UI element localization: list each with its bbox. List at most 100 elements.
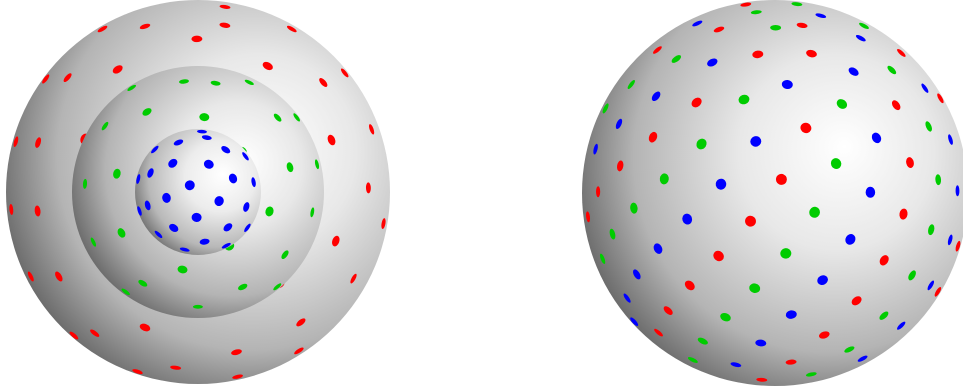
dot [142,108,152,116]
dot [627,79,635,90]
dot [201,135,212,140]
dot [168,158,178,168]
dot [615,118,623,130]
dot [137,206,142,216]
dot [616,160,624,172]
dot [42,74,50,84]
dot [692,20,703,27]
dot [170,365,182,370]
dot [310,207,315,218]
dot [244,79,254,86]
dot [836,99,848,109]
dot [947,234,953,246]
dot [908,270,916,281]
dot [197,129,207,134]
dot [775,173,787,185]
dot [633,269,641,280]
dot [697,337,708,345]
dot [34,205,41,217]
dot [750,10,762,15]
dot [796,22,808,29]
dot [177,265,188,274]
dot [97,25,108,33]
middle-shell-dots [82,79,320,309]
dot [314,159,320,170]
dot [845,234,856,245]
inner-shell-sphere [135,129,261,255]
dot [368,124,375,135]
dot [948,134,953,145]
dot [13,136,19,148]
dot [381,218,386,230]
dot [654,328,663,337]
dot [599,253,606,264]
dot [350,273,357,284]
dot [809,206,820,218]
mixed-sphere-dots [585,2,961,382]
dot [221,242,231,249]
dot [228,173,238,184]
dot [199,238,210,245]
dot [806,49,817,58]
dot [113,168,121,179]
dot [921,83,929,93]
dot [887,65,897,75]
dot [897,48,906,57]
dot [294,347,304,355]
dot [55,271,63,282]
dot [596,186,601,198]
dot [231,349,242,356]
dot [817,275,828,285]
dot [199,113,210,122]
dot [935,174,942,186]
dot [319,78,328,87]
dot [879,311,889,320]
dot [785,310,797,319]
dot [879,255,889,266]
dot [659,173,669,185]
dot [756,377,768,382]
dot [191,212,202,222]
dot [293,113,301,122]
dot [857,355,868,362]
dot [243,202,250,212]
dot [653,243,663,254]
dot [770,24,782,31]
dot [192,304,203,309]
dot [745,215,756,227]
dot [780,248,792,259]
dot [791,2,803,7]
dot [720,313,731,322]
dot [101,121,109,131]
dot [117,228,126,238]
dot [90,329,100,337]
dot [749,283,761,293]
dot [713,26,725,33]
dot [121,288,130,296]
dot [805,372,817,377]
dot [179,79,189,84]
dot [132,369,143,375]
dot [899,208,908,220]
dot [682,213,693,225]
dot [630,317,639,326]
dot [844,346,855,353]
dot [332,235,340,247]
dot [232,374,243,379]
dot [815,13,827,19]
dot [891,100,901,111]
dot [265,206,274,217]
dot [35,137,42,148]
dot [781,79,793,90]
dot [286,25,297,33]
dot [210,80,221,86]
dot [740,2,752,7]
dot [136,174,141,184]
dot [281,250,289,260]
dot [738,94,750,105]
dot [144,200,151,211]
dot [830,158,842,170]
dot [906,157,914,169]
mixed-sphere [582,0,963,386]
dot [927,280,935,291]
